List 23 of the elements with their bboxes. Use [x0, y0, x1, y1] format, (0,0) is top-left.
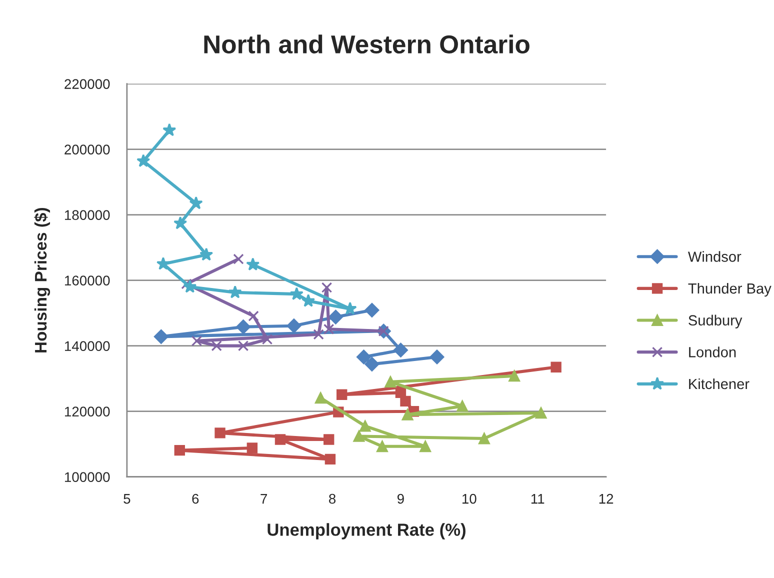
x-axis-title: Unemployment Rate (%)	[268, 523, 466, 540]
y-tick-label: 120000	[64, 406, 110, 417]
legend-label: London	[689, 346, 736, 358]
x-tick-label: 6	[192, 494, 199, 504]
legend-label: Windsor	[688, 251, 742, 262]
legend-label: Kitchener	[689, 378, 750, 390]
x-tick-label: 7	[260, 494, 267, 504]
x-tick-label: 5	[124, 494, 130, 504]
x-tick-label: 12	[599, 494, 614, 504]
y-tick-label: 160000	[64, 276, 110, 286]
y-tick-label: 180000	[64, 210, 110, 220]
x-tick-label: 8	[329, 494, 336, 504]
y-tick-label: 100000	[64, 472, 110, 482]
y-axis-title: Housing Prices ($)	[34, 208, 50, 352]
y-tick-label: 200000	[64, 144, 110, 154]
chart-title: North and Western Ontario	[204, 34, 530, 54]
y-tick-label: 140000	[64, 341, 110, 352]
x-tick-label: 10	[462, 494, 476, 504]
x-tick-label: 9	[398, 494, 404, 504]
y-tick-label: 220000	[64, 79, 110, 89]
legend-label: Thunder Bay	[688, 282, 772, 297]
legend-label: Sudbury	[688, 314, 742, 328]
x-tick-label: 11	[531, 494, 544, 504]
